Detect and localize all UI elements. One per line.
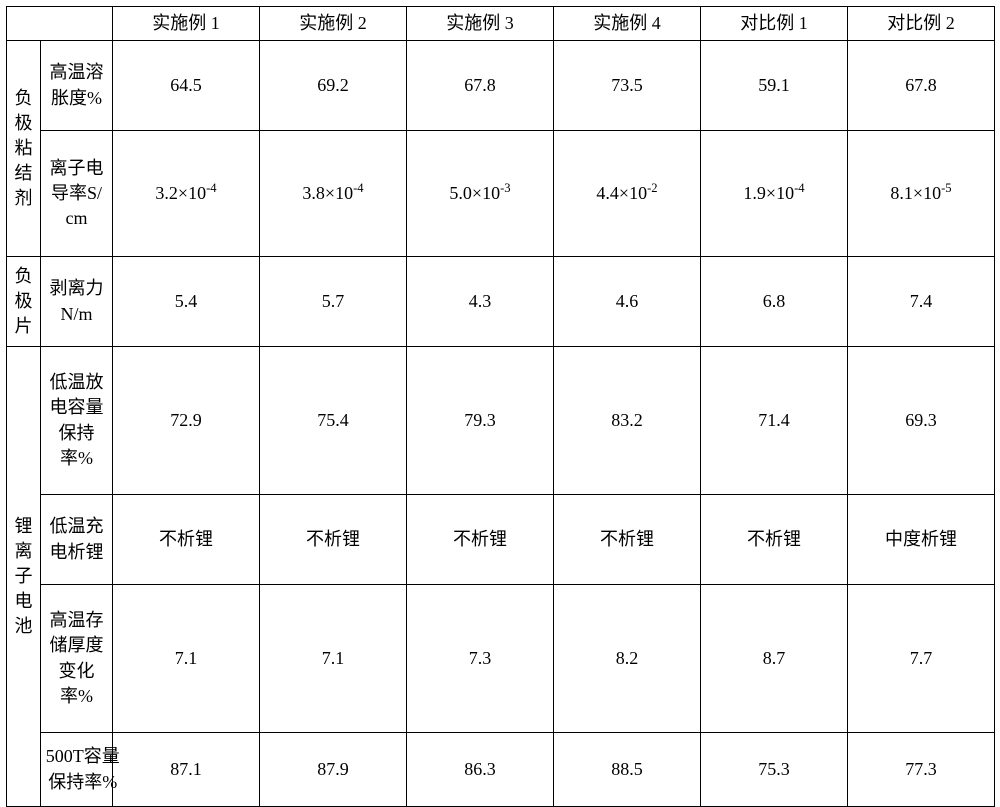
col-header: 实施例 1 (113, 7, 260, 41)
metric-label: 剥离力N/m (41, 257, 113, 347)
cell: 75.4 (260, 347, 407, 495)
col-header: 实施例 4 (554, 7, 701, 41)
table-row: 500T容量保持率% 87.1 87.9 86.3 88.5 75.3 77.3 (7, 733, 995, 807)
cell: 72.9 (113, 347, 260, 495)
group-text: 负极片 (15, 264, 33, 340)
cell: 67.8 (407, 41, 554, 131)
metric-text: 高温存储厚度变化率% (48, 608, 106, 709)
col-header: 实施例 2 (260, 7, 407, 41)
cell: 4.3 (407, 257, 554, 347)
cell-sci: 3.2×10-4 (113, 131, 260, 257)
metric-label: 500T容量保持率% (41, 733, 113, 807)
col-header: 对比例 2 (848, 7, 995, 41)
col-header: 对比例 1 (701, 7, 848, 41)
metric-label: 离子电导率S/cm (41, 131, 113, 257)
cell: 不析锂 (260, 495, 407, 585)
group-label-battery: 锂离子电池 (7, 347, 41, 807)
cell: 75.3 (701, 733, 848, 807)
cell: 69.3 (848, 347, 995, 495)
cell: 4.6 (554, 257, 701, 347)
cell: 7.3 (407, 585, 554, 733)
cell: 不析锂 (701, 495, 848, 585)
group-label-binder: 负极粘结剂 (7, 41, 41, 257)
cell: 8.2 (554, 585, 701, 733)
table-header-row: 实施例 1 实施例 2 实施例 3 实施例 4 对比例 1 对比例 2 (7, 7, 995, 41)
metric-text: 剥离力N/m (48, 276, 106, 326)
header-blank (7, 7, 113, 41)
cell: 不析锂 (113, 495, 260, 585)
cell: 69.2 (260, 41, 407, 131)
col-header: 实施例 3 (407, 7, 554, 41)
cell: 77.3 (848, 733, 995, 807)
cell: 71.4 (701, 347, 848, 495)
cell: 88.5 (554, 733, 701, 807)
table-row: 低温充电析锂 不析锂 不析锂 不析锂 不析锂 不析锂 中度析锂 (7, 495, 995, 585)
cell: 87.9 (260, 733, 407, 807)
group-label-electrode: 负极片 (7, 257, 41, 347)
metric-text: 高温溶胀度% (48, 60, 106, 110)
table-row: 高温存储厚度变化率% 7.1 7.1 7.3 8.2 8.7 7.7 (7, 585, 995, 733)
cell: 8.7 (701, 585, 848, 733)
group-text: 锂离子电池 (15, 514, 33, 640)
metric-label: 高温存储厚度变化率% (41, 585, 113, 733)
metric-text: 500T容量保持率% (45, 744, 121, 794)
table-row: 负极粘结剂 高温溶胀度% 64.5 69.2 67.8 73.5 59.1 67… (7, 41, 995, 131)
cell: 不析锂 (554, 495, 701, 585)
cell: 86.3 (407, 733, 554, 807)
cell: 7.7 (848, 585, 995, 733)
metric-text: 低温放电容量保持率% (48, 370, 106, 471)
cell: 5.4 (113, 257, 260, 347)
table-row: 锂离子电池 低温放电容量保持率% 72.9 75.4 79.3 83.2 71.… (7, 347, 995, 495)
cell: 6.8 (701, 257, 848, 347)
cell: 7.1 (260, 585, 407, 733)
cell: 7.4 (848, 257, 995, 347)
cell: 83.2 (554, 347, 701, 495)
cell-sci: 3.8×10-4 (260, 131, 407, 257)
table-row: 负极片 剥离力N/m 5.4 5.7 4.3 4.6 6.8 7.4 (7, 257, 995, 347)
table-row: 离子电导率S/cm 3.2×10-4 3.8×10-4 5.0×10-3 4.4… (7, 131, 995, 257)
cell: 73.5 (554, 41, 701, 131)
cell-sci: 1.9×10-4 (701, 131, 848, 257)
cell: 不析锂 (407, 495, 554, 585)
cell: 59.1 (701, 41, 848, 131)
metric-text: 低温充电析锂 (48, 514, 106, 564)
cell-sci: 4.4×10-2 (554, 131, 701, 257)
cell: 中度析锂 (848, 495, 995, 585)
cell-sci: 5.0×10-3 (407, 131, 554, 257)
cell-sci: 8.1×10-5 (848, 131, 995, 257)
data-table: 实施例 1 实施例 2 实施例 3 实施例 4 对比例 1 对比例 2 负极粘结… (6, 6, 995, 807)
cell: 7.1 (113, 585, 260, 733)
group-text: 负极粘结剂 (15, 86, 33, 212)
cell: 79.3 (407, 347, 554, 495)
cell: 67.8 (848, 41, 995, 131)
metric-text: 离子电导率S/cm (48, 156, 106, 232)
cell: 5.7 (260, 257, 407, 347)
metric-label: 高温溶胀度% (41, 41, 113, 131)
cell: 64.5 (113, 41, 260, 131)
cell: 87.1 (113, 733, 260, 807)
metric-label: 低温放电容量保持率% (41, 347, 113, 495)
metric-label: 低温充电析锂 (41, 495, 113, 585)
